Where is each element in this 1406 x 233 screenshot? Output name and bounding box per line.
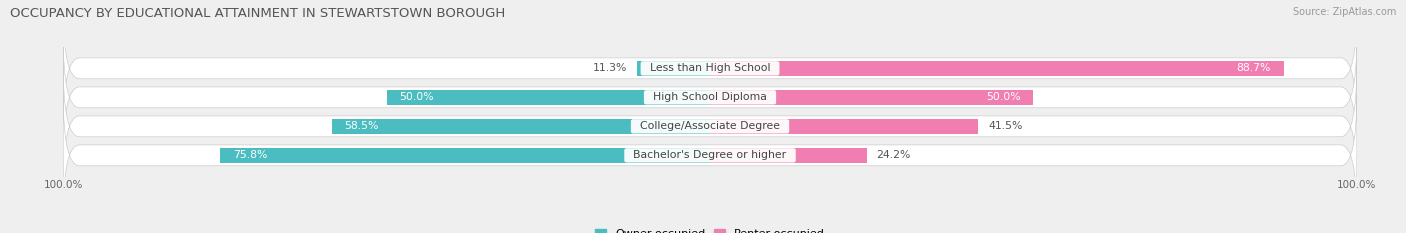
Text: OCCUPANCY BY EDUCATIONAL ATTAINMENT IN STEWARTSTOWN BOROUGH: OCCUPANCY BY EDUCATIONAL ATTAINMENT IN S… — [10, 7, 505, 20]
Text: Bachelor's Degree or higher: Bachelor's Degree or higher — [627, 150, 793, 160]
Text: 11.3%: 11.3% — [593, 63, 627, 73]
Bar — [710, 90, 1033, 105]
Text: 24.2%: 24.2% — [876, 150, 911, 160]
FancyBboxPatch shape — [63, 6, 1357, 130]
Text: 41.5%: 41.5% — [988, 121, 1022, 131]
Text: High School Diploma: High School Diploma — [647, 92, 773, 102]
Bar — [710, 119, 979, 134]
Bar — [387, 90, 710, 105]
Text: 50.0%: 50.0% — [399, 92, 434, 102]
FancyBboxPatch shape — [63, 64, 1357, 188]
Legend: Owner-occupied, Renter-occupied: Owner-occupied, Renter-occupied — [591, 224, 830, 233]
Text: College/Associate Degree: College/Associate Degree — [633, 121, 787, 131]
FancyBboxPatch shape — [63, 93, 1357, 217]
Text: 88.7%: 88.7% — [1236, 63, 1271, 73]
Text: 58.5%: 58.5% — [344, 121, 380, 131]
Text: 50.0%: 50.0% — [986, 92, 1021, 102]
Text: Less than High School: Less than High School — [643, 63, 778, 73]
FancyBboxPatch shape — [63, 35, 1357, 159]
Bar — [332, 119, 710, 134]
Bar — [710, 148, 866, 163]
Bar — [219, 148, 710, 163]
Bar — [710, 61, 1284, 76]
Text: 75.8%: 75.8% — [233, 150, 267, 160]
Bar — [637, 61, 710, 76]
Text: Source: ZipAtlas.com: Source: ZipAtlas.com — [1292, 7, 1396, 17]
